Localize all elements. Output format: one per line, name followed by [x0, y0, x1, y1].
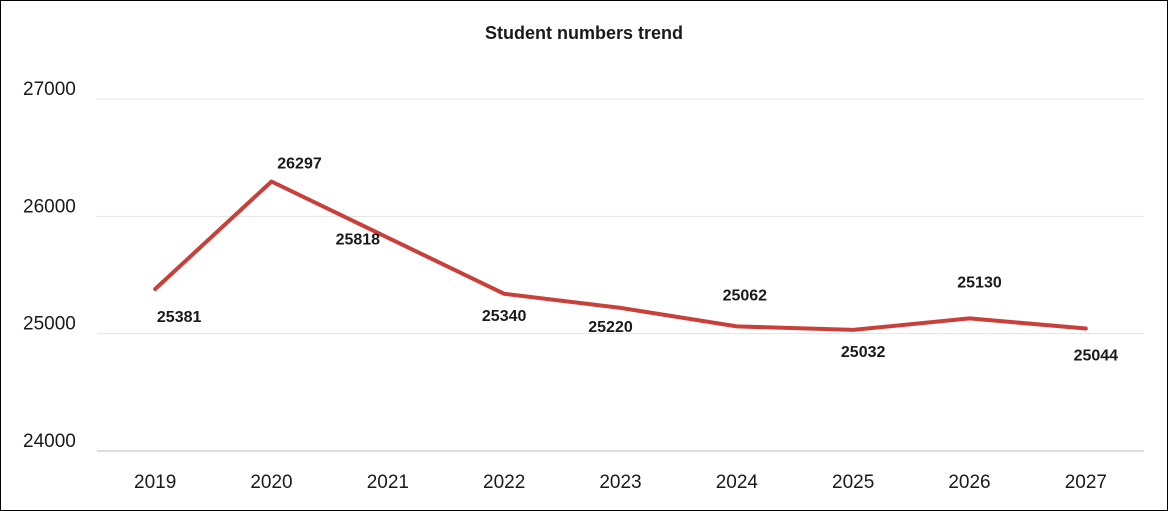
data-label: 25044 [1074, 348, 1119, 365]
x-tick-label: 2026 [948, 472, 990, 493]
data-label: 26297 [277, 155, 322, 172]
data-label: 25220 [588, 319, 633, 336]
x-tick-label: 2022 [483, 472, 525, 493]
x-tick-label: 2019 [134, 472, 176, 493]
x-tick-label: 2020 [250, 472, 292, 493]
y-axis-ticks: 24000 25000 26000 27000 [23, 79, 76, 452]
x-tick-label: 2027 [1065, 472, 1107, 493]
y-tick-label: 27000 [23, 79, 76, 100]
data-label: 25130 [957, 274, 1002, 291]
data-label: 25340 [482, 308, 527, 325]
x-tick-label: 2025 [832, 472, 874, 493]
data-label: 25032 [841, 344, 886, 361]
data-label: 25818 [336, 232, 381, 249]
x-axis-ticks: 2019 2020 2021 2022 2023 2024 2025 2026 2027 [134, 472, 1107, 493]
x-tick-label: 2023 [599, 472, 641, 493]
x-tick-label: 2024 [716, 472, 759, 493]
gridlines [97, 98, 1144, 452]
data-labels: 25381 26297 25818 25340 25220 25062 25032 25130… [157, 155, 1118, 364]
y-tick-label: 24000 [23, 431, 76, 452]
y-tick-label: 25000 [23, 314, 76, 335]
x-tick-label: 2021 [367, 472, 409, 493]
data-label: 25062 [723, 287, 768, 304]
chart-title: Student numbers trend [484, 23, 683, 43]
series-lines [153, 179, 1088, 332]
data-label: 25381 [157, 309, 202, 326]
series-line [153, 179, 1088, 332]
y-tick-label: 26000 [23, 196, 76, 217]
